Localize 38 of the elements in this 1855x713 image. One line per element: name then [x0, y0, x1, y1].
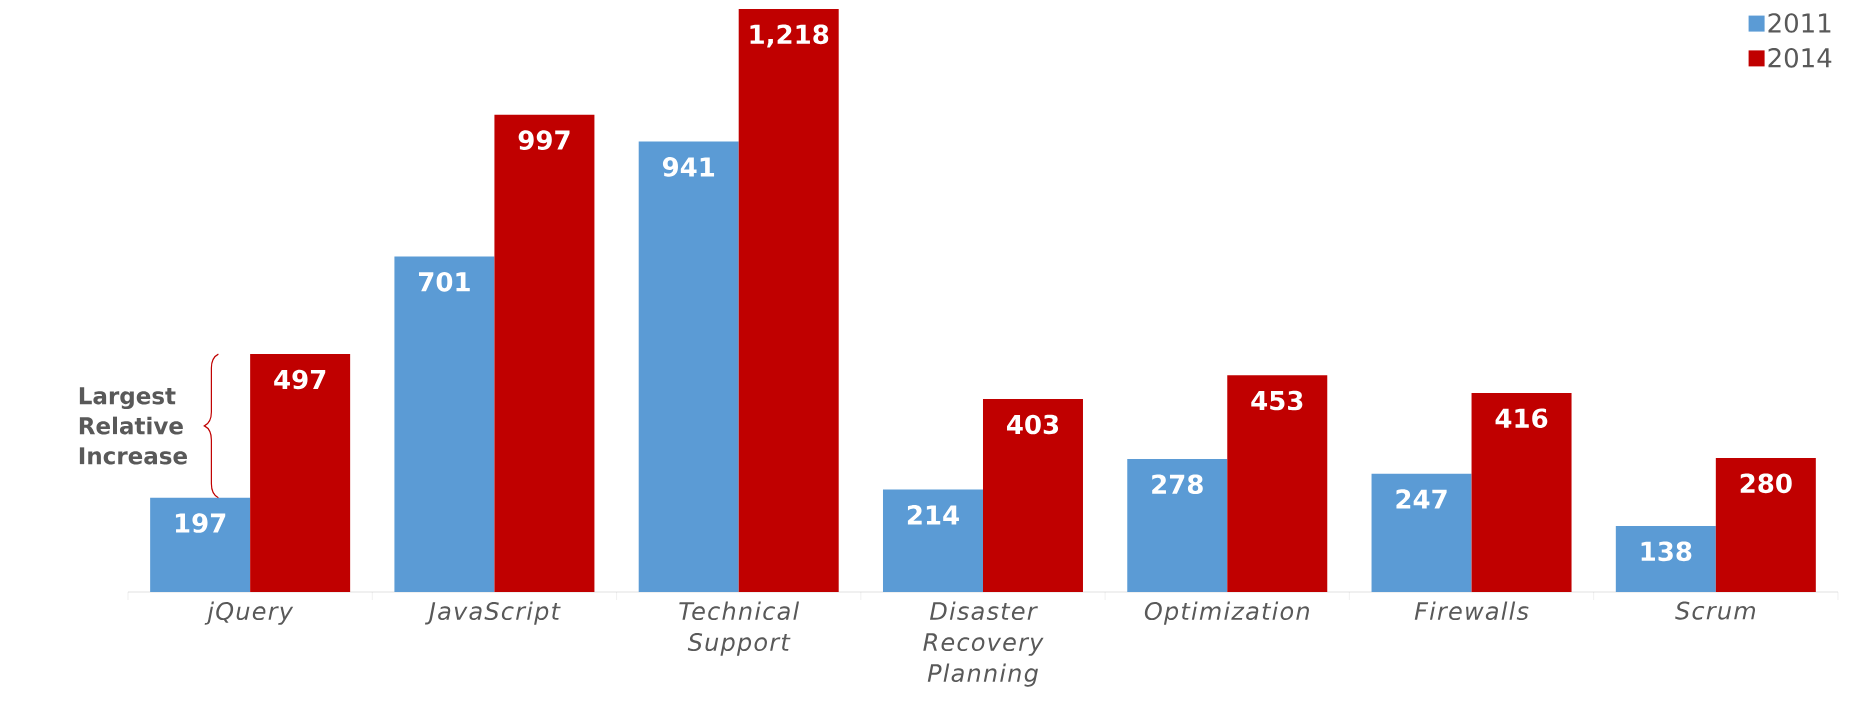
legend-label: 2011 — [1768, 13, 1831, 33]
data-label: 403 — [1007, 414, 1059, 435]
data-label: 701 — [419, 271, 470, 292]
bar — [1715, 457, 1816, 592]
data-label: 197 — [175, 513, 226, 533]
data-label: 1,218 — [750, 24, 829, 48]
bar — [882, 489, 983, 592]
data-label: 278 — [1152, 474, 1203, 495]
x-tick-label: JavaScript — [424, 601, 561, 625]
bar — [738, 8, 839, 592]
bar — [150, 497, 251, 592]
bar — [1127, 458, 1228, 592]
bar — [394, 256, 495, 592]
bar — [250, 354, 351, 592]
bar — [638, 141, 739, 592]
data-label: 453 — [1251, 390, 1303, 411]
bar — [1471, 392, 1572, 592]
data-label: 497 — [274, 369, 326, 390]
bar — [494, 114, 595, 592]
x-tick-label: Scrum — [1675, 601, 1756, 620]
bar — [1227, 375, 1328, 592]
x-tick-label: Firewalls — [1414, 601, 1529, 621]
x-tick-label: Disaster Recovery Planning — [923, 601, 1044, 687]
x-tick-label: jQuery — [204, 601, 294, 625]
legend-label: 2014 — [1768, 47, 1832, 68]
x-tick-label: Optimization — [1144, 601, 1309, 625]
data-label: 997 — [518, 130, 570, 150]
data-label: 138 — [1641, 541, 1692, 562]
data-label: 247 — [1396, 489, 1447, 509]
x-tick-label: Technical Support — [679, 601, 800, 656]
bar — [1371, 473, 1472, 592]
data-label: 941 — [662, 157, 715, 177]
bar — [1615, 525, 1716, 592]
annotation: Largest Relative Increase — [79, 387, 187, 465]
bar — [982, 399, 1083, 592]
data-label: 280 — [1740, 473, 1792, 494]
data-label: 214 — [907, 505, 959, 525]
data-label: 416 — [1495, 408, 1548, 429]
